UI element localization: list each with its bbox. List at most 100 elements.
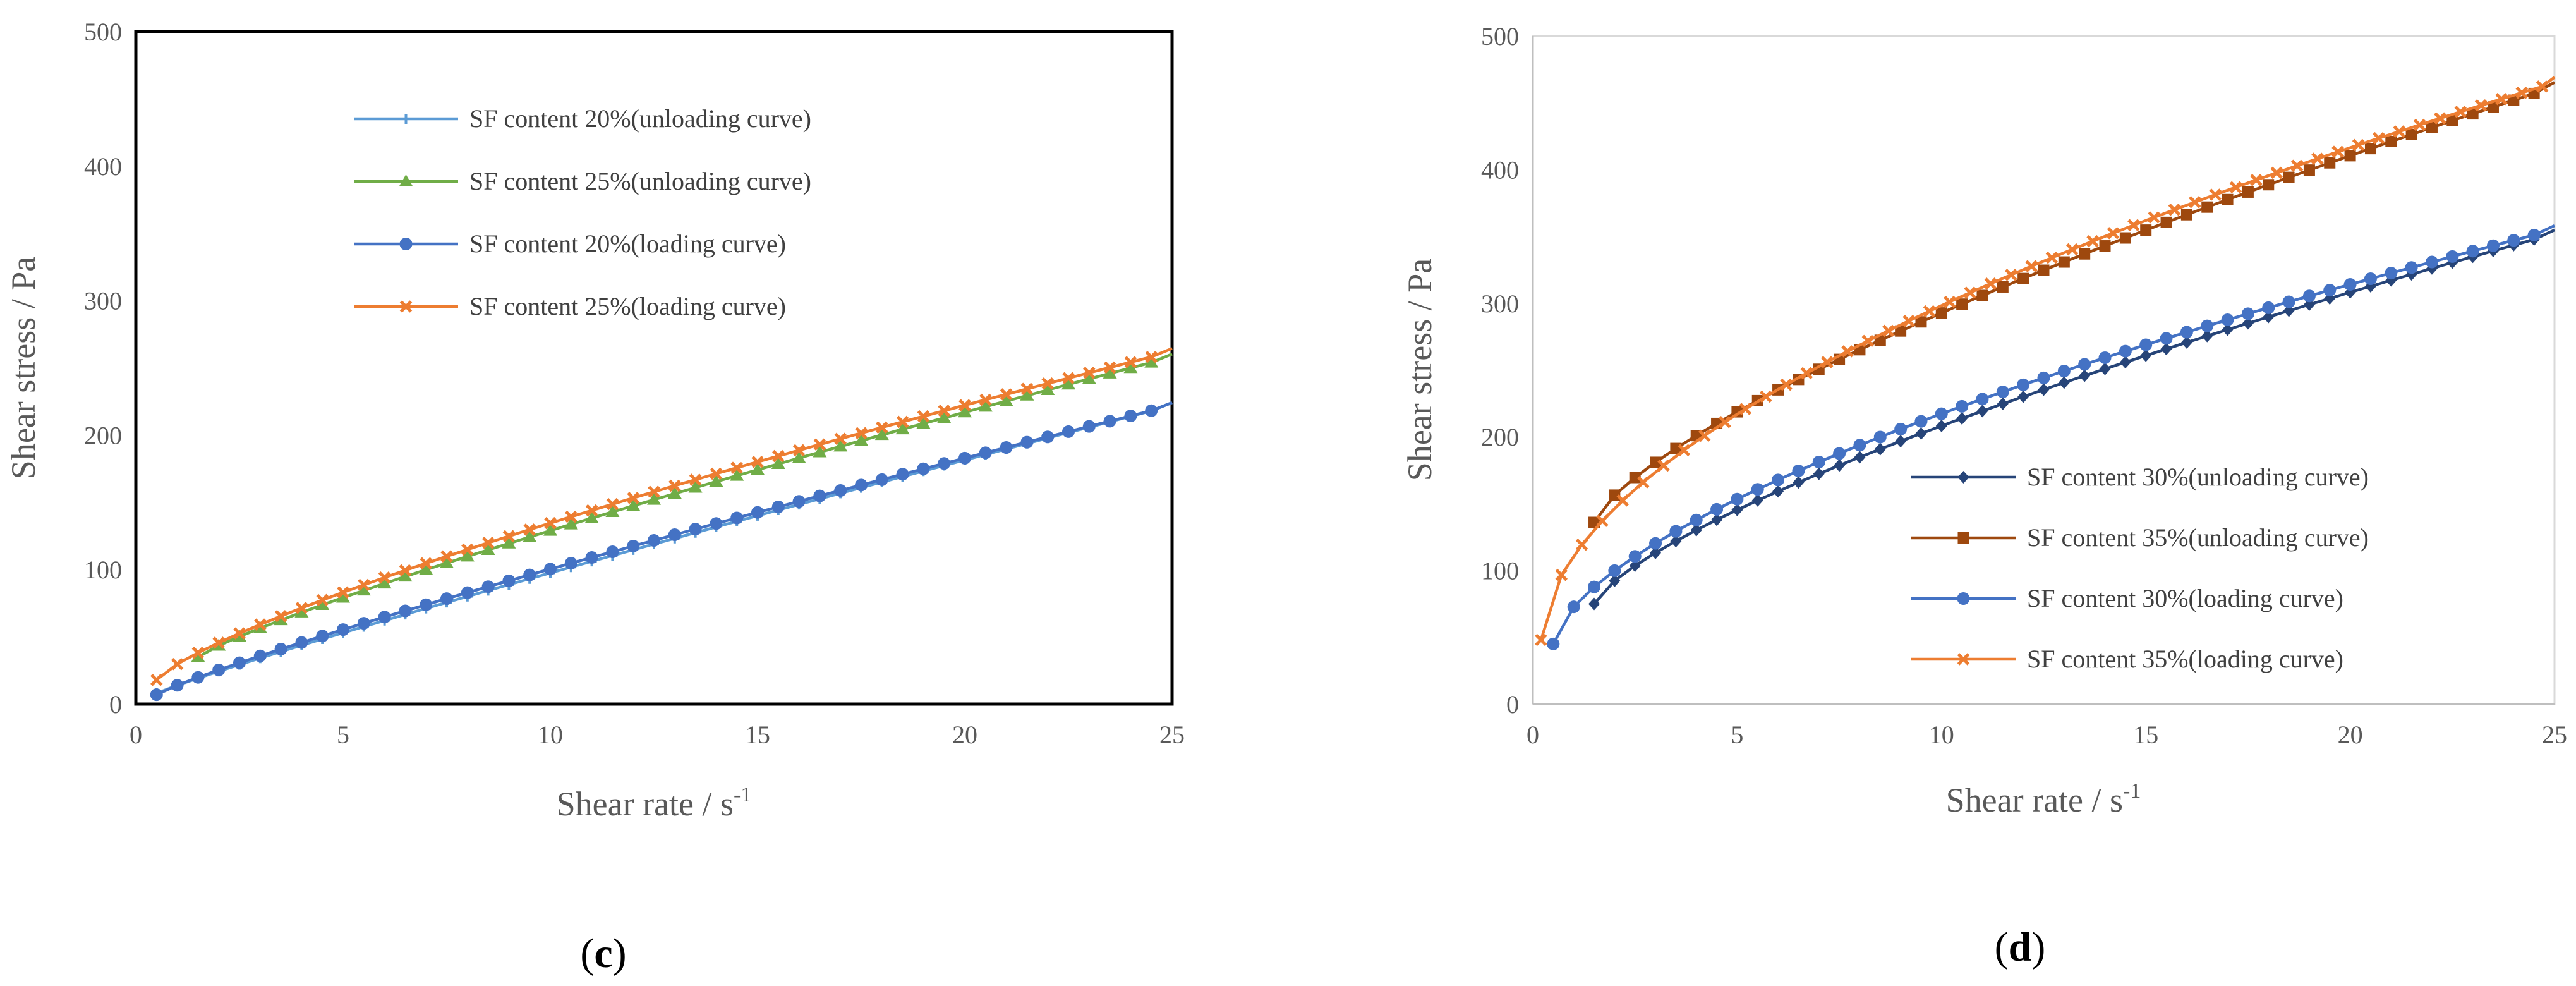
- legend-label: SF content 20%(loading curve): [469, 229, 786, 258]
- data-point: [1616, 494, 1630, 507]
- legend-label: SF content 30%(loading curve): [2027, 584, 2343, 612]
- data-point: [2393, 125, 2405, 138]
- data-point: [1731, 503, 1743, 516]
- data-point: [2527, 228, 2541, 241]
- data-point: [2373, 131, 2385, 145]
- data-point: [274, 643, 287, 656]
- data-point: [399, 564, 412, 577]
- x-tick-label: 0: [1527, 721, 1539, 749]
- data-point: [2201, 201, 2213, 213]
- data-point: [1575, 538, 1588, 551]
- y-tick-label: 200: [1481, 423, 1519, 451]
- data-point: [2086, 234, 2099, 248]
- data-point: [2454, 106, 2467, 118]
- data-point: [2344, 150, 2356, 162]
- chart-panel-c: 0 5 10 15 20 25 0 100 200 300 400 500 SF content 2…: [4, 18, 1185, 977]
- data-point: [978, 399, 993, 412]
- data-point: [420, 598, 433, 611]
- data-point: [1943, 295, 1956, 308]
- data-point: [1629, 559, 1641, 573]
- data-point: [212, 636, 225, 649]
- data-point: [1751, 483, 1764, 496]
- data-point: [1690, 513, 1703, 526]
- data-point: [2263, 310, 2275, 324]
- series-4: [150, 347, 1173, 686]
- data-point: [337, 623, 349, 636]
- data-point: [1853, 439, 1866, 452]
- data-point: [150, 688, 163, 702]
- data-point: [2229, 181, 2242, 194]
- data-point: [689, 473, 702, 486]
- x-tick-label: 20: [952, 721, 977, 749]
- data-point: [2352, 138, 2365, 152]
- data-point: [2201, 319, 2214, 332]
- data-point: [191, 650, 205, 662]
- data-point: [1792, 464, 1805, 477]
- data-point: [606, 497, 619, 511]
- data-point: [834, 484, 847, 497]
- data-point: [2270, 166, 2283, 180]
- data-point: [648, 533, 660, 547]
- data-point: [2405, 128, 2417, 140]
- data-point: [813, 489, 826, 502]
- legend-marker: [399, 238, 413, 250]
- data-point: [979, 393, 992, 406]
- legend-label: SF content 30%(unloading curve): [2027, 463, 2369, 491]
- data-point: [2038, 264, 2050, 276]
- legend: SF content 20%(unloading curve) SF conten…: [354, 104, 811, 320]
- data-point: [295, 602, 308, 614]
- data-point: [1636, 476, 1650, 489]
- data-point: [1082, 420, 1096, 433]
- data-point: [1759, 390, 1772, 403]
- y-tick-label: 100: [84, 556, 122, 584]
- data-point: [1731, 492, 1744, 506]
- y-tick-label: 200: [84, 421, 122, 449]
- data-point: [895, 422, 910, 435]
- data-point: [1751, 494, 1763, 507]
- data-point: [1083, 367, 1096, 379]
- data-point: [606, 545, 619, 558]
- data-point: [772, 449, 785, 463]
- data-point: [2099, 362, 2111, 375]
- data-point: [1082, 372, 1096, 384]
- data-point: [1041, 430, 1055, 444]
- data-point: [855, 478, 868, 492]
- legend-marker: [1957, 471, 1969, 484]
- data-point: [792, 495, 806, 508]
- series-line: [1539, 76, 2556, 641]
- panel-label: (c): [580, 930, 626, 977]
- data-point: [357, 617, 370, 630]
- data-point: [627, 539, 640, 552]
- data-point: [398, 569, 413, 582]
- data-point: [1608, 564, 1621, 577]
- data-point: [813, 438, 826, 451]
- data-point: [171, 657, 184, 671]
- data-point: [917, 410, 930, 423]
- data-point: [2283, 304, 2295, 317]
- data-point: [1956, 298, 1968, 310]
- data-point: [2140, 224, 2152, 236]
- y-tick-label: 0: [109, 690, 122, 719]
- data-point: [378, 611, 391, 624]
- data-point: [1555, 568, 1568, 581]
- legend: SF content 30%(unloading curve) SF conten…: [1911, 463, 2369, 673]
- data-point: [440, 556, 454, 568]
- data-point: [2180, 209, 2192, 221]
- data-point: [295, 636, 308, 649]
- legend-item: SF content 20%(unloading curve): [354, 104, 811, 133]
- data-point: [274, 610, 287, 623]
- data-point: [1935, 419, 1947, 432]
- data-point: [2405, 261, 2418, 274]
- data-point: [1976, 405, 1988, 418]
- data-point: [938, 405, 950, 417]
- series-3: [150, 401, 1173, 702]
- data-point: [191, 647, 205, 659]
- data-point: [1895, 435, 1907, 448]
- legend-marker: [401, 114, 411, 124]
- data-point: [1000, 441, 1013, 454]
- data-point: [647, 492, 661, 505]
- data-point: [1535, 633, 1547, 647]
- data-point: [2099, 240, 2111, 252]
- data-point: [2242, 317, 2254, 330]
